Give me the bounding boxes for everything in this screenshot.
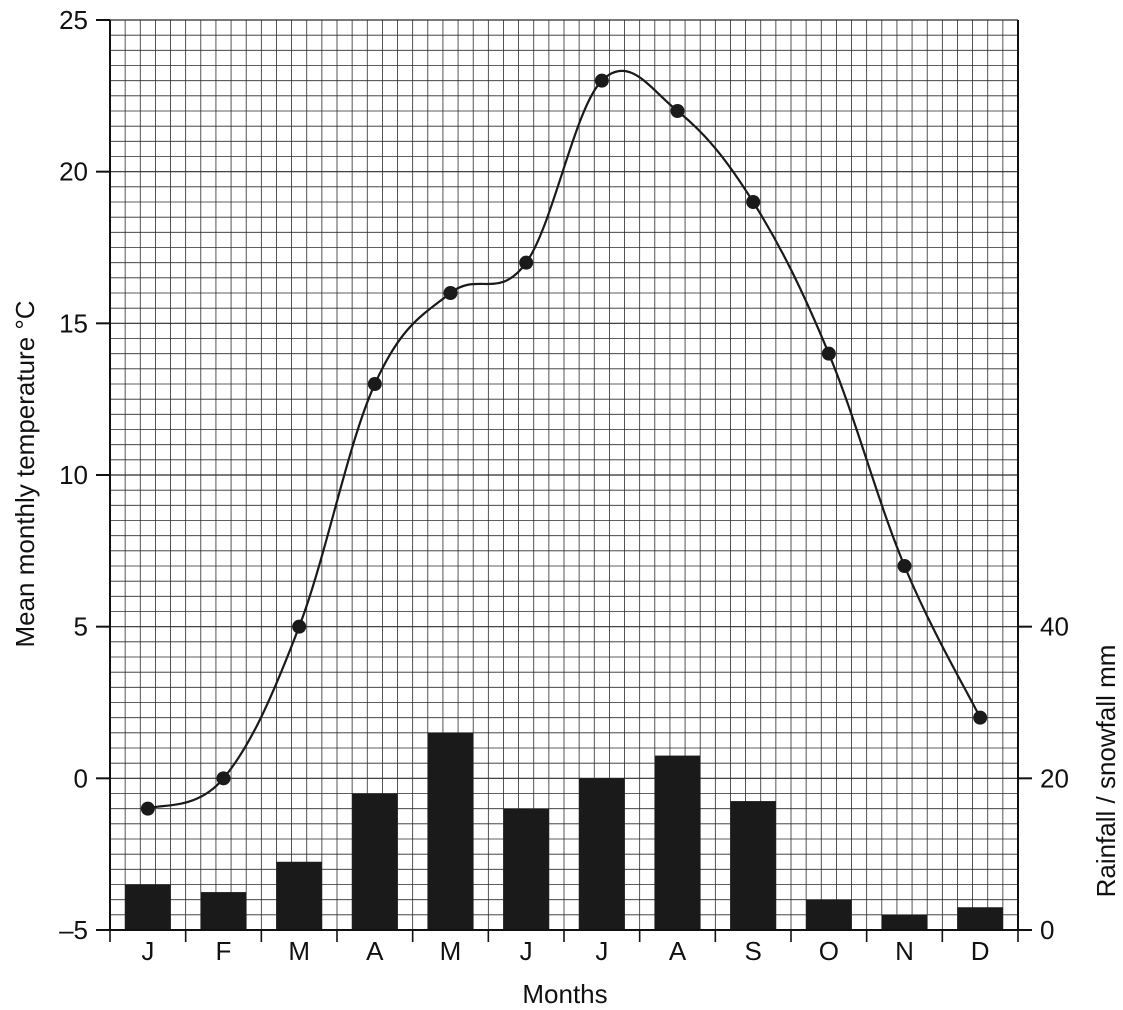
rainfall-bar-d-11 (957, 907, 1003, 930)
x-category-label: F (216, 936, 232, 966)
temperature-point-11 (973, 710, 988, 725)
y-axis-left-title: Mean monthly temperature °C (10, 300, 40, 647)
rainfall-bar-s-8 (730, 801, 776, 930)
y-right-tick-label: 20 (1040, 763, 1069, 793)
x-category-label: J (141, 936, 154, 966)
x-category-label: S (744, 936, 761, 966)
rainfall-bar-f-1 (200, 892, 247, 930)
y-left-tick-label: –5 (59, 915, 88, 945)
y-left-tick-label: 5 (74, 612, 88, 642)
temperature-point-1 (216, 771, 231, 786)
y-left-tick-label: 10 (59, 460, 88, 490)
y-right-tick-label: 40 (1040, 612, 1069, 642)
temperature-point-2 (292, 619, 307, 634)
temperature-point-5 (519, 255, 534, 270)
y-left-tick-label: 15 (59, 308, 88, 338)
rainfall-bar-a-7 (654, 755, 701, 930)
x-axis-title: Months (522, 979, 607, 1009)
rainfall-bar-o-9 (806, 899, 852, 930)
rainfall-bar-j-6 (579, 778, 625, 930)
rainfall-bar-j-0 (125, 884, 171, 930)
chart-axes (96, 19, 1032, 942)
rainfall-bar-j-5 (503, 808, 549, 930)
temperature-point-6 (594, 73, 609, 88)
temperature-point-7 (670, 104, 685, 118)
x-category-label: J (595, 936, 608, 966)
temperature-point-8 (746, 195, 761, 209)
x-category-label: N (895, 936, 914, 966)
chart-labels: –5 0 5 10 15 20 25 0 20 40 J F M A M J J A S O N D (59, 5, 1069, 966)
rainfall-bar-m-4 (427, 732, 474, 930)
temperature-point-4 (443, 286, 458, 300)
temperature-point-10 (897, 559, 912, 573)
temperature-point-0 (140, 801, 155, 816)
y-right-tick-label: 0 (1040, 915, 1054, 945)
x-category-label: D (971, 936, 990, 966)
x-category-label: J (520, 936, 533, 966)
x-category-label: O (819, 936, 839, 966)
temperature-point-3 (367, 377, 382, 391)
y-left-tick-label: 20 (59, 157, 88, 187)
rainfall-bar-n-10 (881, 914, 928, 930)
temperature-series (140, 69, 988, 816)
temperature-point-9 (821, 346, 836, 361)
y-left-tick-label: 0 (74, 763, 88, 793)
x-category-label: A (669, 936, 687, 966)
x-category-label: A (366, 936, 384, 966)
x-category-label: M (440, 936, 462, 966)
y-axis-right-title: Rainfall / snowfall mm (1091, 645, 1121, 898)
y-left-tick-label: 25 (59, 5, 88, 35)
x-category-label: M (288, 936, 310, 966)
rainfall-bar-m-2 (276, 861, 322, 930)
rainfall-bar-a-3 (352, 793, 398, 930)
chart-grid (109, 19, 1019, 931)
rainfall-bars (125, 732, 1003, 930)
